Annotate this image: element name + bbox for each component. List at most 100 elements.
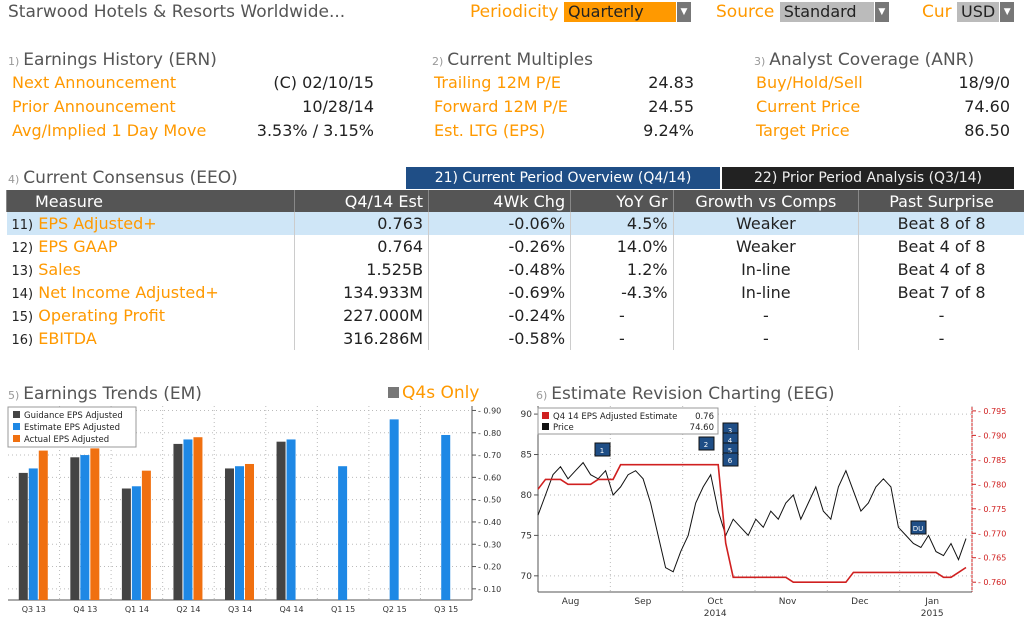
y-tick-label: - 0.90: [478, 406, 501, 415]
y-tick-label: 85: [521, 451, 532, 461]
measure-label[interactable]: Operating Profit: [38, 306, 166, 325]
measure-label[interactable]: EPS Adjusted+: [38, 214, 157, 233]
anr-label-price: Current Price: [756, 97, 861, 116]
tab-current-period[interactable]: 21) Current Period Overview (Q4/14): [406, 167, 720, 189]
event-marker[interactable]: DU: [910, 520, 927, 535]
column-header-chg[interactable]: 4Wk Chg: [428, 190, 571, 212]
event-marker[interactable]: 2: [698, 436, 715, 451]
bar: [131, 486, 141, 600]
multiples-value-ltg: 9.24%: [643, 121, 694, 140]
consensus-header[interactable]: 4) Current Consensus (EEO): [8, 168, 238, 188]
y2-tick-label: - 0.795: [978, 407, 1006, 416]
y-tick-label: 75: [521, 531, 532, 541]
measure-label[interactable]: Sales: [38, 260, 81, 279]
column-header-yoy[interactable]: YoY Gr: [570, 190, 674, 212]
chg-cell: -0.24%: [428, 304, 571, 327]
y-tick-label: - 0.70: [478, 451, 501, 460]
legend-label: Estimate EPS Adjusted: [24, 423, 120, 433]
chevron-down-icon[interactable]: ▼: [874, 2, 889, 22]
anr-header[interactable]: 3) Analyst Coverage (ANR): [754, 50, 974, 70]
surprise-cell: Beat 8 of 8: [858, 212, 1024, 235]
eeg-header[interactable]: 6) Estimate Revision Charting (EEG): [536, 384, 835, 404]
y-tick-label: - 0.60: [478, 473, 501, 482]
bar: [276, 441, 286, 600]
anr-number: 3): [754, 55, 766, 68]
chevron-down-icon[interactable]: ▼: [1000, 2, 1015, 22]
row-number: 16): [11, 333, 34, 348]
q4s-only-label: Q4s Only: [402, 383, 480, 403]
yoy-cell: 14.0%: [570, 235, 674, 258]
event-marker-label: 3: [728, 427, 732, 435]
yoy-cell: -: [570, 327, 674, 350]
measure-label[interactable]: EBITDA: [38, 329, 97, 348]
event-marker[interactable]: 6: [722, 452, 739, 467]
table-row[interactable]: 13) Sales 1.525B -0.48% 1.2% In-line Bea…: [7, 258, 1024, 281]
chevron-down-icon[interactable]: ▼: [676, 2, 691, 22]
bar: [28, 468, 38, 600]
column-header-comps[interactable]: Growth vs Comps: [672, 190, 859, 212]
ern-header[interactable]: 1) Earnings History (ERN): [8, 50, 217, 70]
chart-background: [508, 404, 1020, 622]
x-tick-label: Nov: [779, 597, 797, 607]
y2-tick-label: - 0.790: [978, 431, 1006, 440]
event-marker-label: 6: [728, 457, 733, 465]
legend-label: Q4 14 EPS Adjusted Estimate: [553, 412, 677, 422]
measure-label[interactable]: EPS GAAP: [38, 237, 118, 256]
event-marker-label: 5: [728, 447, 732, 455]
event-marker[interactable]: 1: [594, 442, 611, 457]
earnings-trends-chart: - 0.10 - 0.20 - 0.30 - 0.40 - 0.50 - 0.60 - 0.…: [4, 404, 510, 622]
est-cell: 0.764: [293, 235, 429, 258]
multiples-value-trailing: 24.83: [648, 73, 694, 92]
y2-tick-label: - 0.775: [978, 505, 1006, 514]
currency-dropdown[interactable]: USD: [957, 2, 1000, 22]
table-row[interactable]: 15) Operating Profit 227.000M -0.24% - -…: [7, 304, 1024, 327]
comps-cell: In-line: [672, 281, 859, 304]
event-marker-label: 1: [600, 447, 604, 455]
x-tick-label: Aug: [562, 597, 580, 607]
bar: [18, 472, 28, 600]
multiples-header[interactable]: 2) Current Multiples: [432, 50, 593, 70]
checkbox-icon[interactable]: [388, 387, 399, 398]
y-tick-label: 80: [521, 491, 533, 501]
chg-cell: -0.26%: [428, 235, 571, 258]
legend-label: Actual EPS Adjusted: [24, 435, 109, 445]
y-tick-label: - 0.50: [478, 496, 501, 505]
bar: [225, 468, 234, 600]
x-tick-label: Q1 14: [125, 605, 149, 614]
periodicity-dropdown[interactable]: Quarterly: [563, 2, 676, 22]
multiples-value-forward: 24.55: [648, 97, 694, 116]
event-marker-label: DU: [913, 525, 924, 533]
row-number: 15): [11, 310, 34, 325]
row-number: 12): [11, 241, 34, 256]
yoy-cell: -: [570, 304, 674, 327]
table-row[interactable]: 14) Net Income Adjusted+ 134.933M -0.69%…: [7, 281, 1024, 304]
column-header-measure[interactable]: Measure: [6, 190, 295, 212]
anr-value-rating: 18/9/0: [958, 73, 1011, 92]
table-row[interactable]: 16) EBITDA 316.286M -0.58% - - -: [7, 327, 1024, 350]
source-dropdown[interactable]: Standard: [779, 2, 874, 22]
column-header-est[interactable]: Q4/14 Est: [293, 190, 429, 212]
est-cell: 0.763: [293, 212, 429, 235]
ern-number: 1): [8, 55, 20, 68]
tab-prior-period[interactable]: 22) Prior Period Analysis (Q3/14): [722, 167, 1014, 189]
anr-title: Analyst Coverage (ANR): [769, 50, 975, 70]
ern-value-prior: 10/28/14: [302, 97, 374, 116]
multiples-title: Current Multiples: [447, 50, 593, 70]
table-row[interactable]: 11) EPS Adjusted+ 0.763 -0.06% 4.5% Weak…: [6, 212, 1024, 235]
em-header[interactable]: 5) Earnings Trends (EM): [8, 384, 202, 404]
surprise-cell: -: [858, 327, 1024, 350]
y-tick-label: - 0.20: [478, 563, 501, 572]
x-tick-label: Q3 13: [22, 605, 46, 614]
x-tick-label: Oct: [707, 597, 723, 607]
legend-swatch: [542, 423, 549, 430]
bar: [173, 443, 183, 600]
legend-value: 74.60: [690, 423, 714, 433]
multiples-label-forward: Forward 12M P/E: [434, 97, 568, 116]
event-marker-box: [594, 442, 611, 457]
row-number: 11): [11, 218, 34, 233]
column-header-surprise[interactable]: Past Surprise: [858, 190, 1024, 212]
measure-label[interactable]: Net Income Adjusted+: [38, 283, 219, 302]
bar: [90, 448, 100, 600]
q4s-only-toggle[interactable]: Q4s Only: [388, 383, 479, 403]
table-row[interactable]: 12) EPS GAAP 0.764 -0.26% 14.0% Weaker B…: [7, 235, 1024, 258]
